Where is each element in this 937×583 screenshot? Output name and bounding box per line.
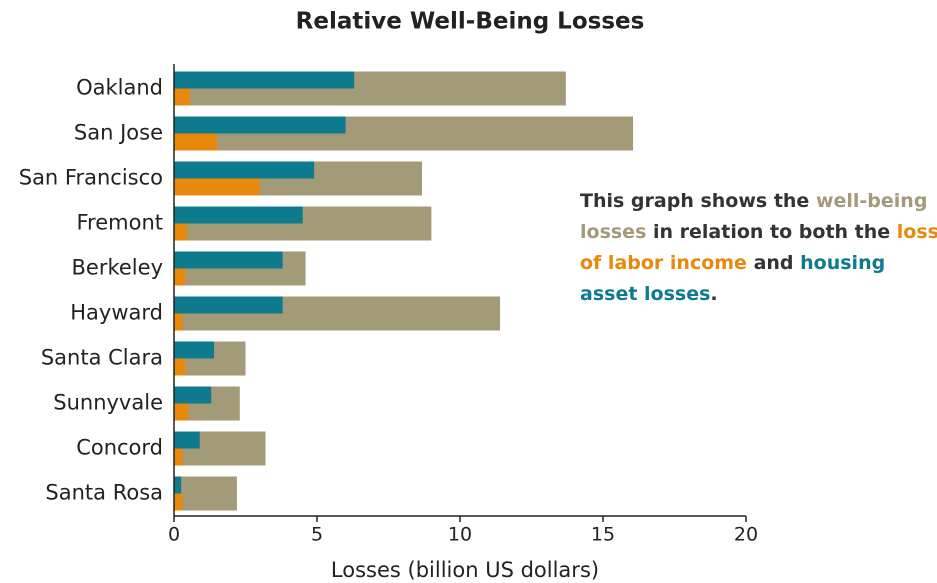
y-tick-label: Hayward bbox=[70, 301, 163, 325]
x-tick-label: 15 bbox=[591, 524, 615, 546]
bar bbox=[174, 71, 355, 89]
bar bbox=[174, 448, 183, 466]
bar bbox=[174, 161, 315, 179]
annotation: This graph shows the well-being losses i… bbox=[580, 186, 937, 310]
bar bbox=[174, 476, 182, 494]
bar bbox=[174, 358, 186, 376]
x-tick-label: 0 bbox=[168, 524, 180, 546]
bar bbox=[174, 116, 346, 134]
y-tick-label: Santa Clara bbox=[41, 346, 163, 370]
bar bbox=[174, 403, 189, 421]
bar bbox=[174, 251, 283, 269]
chart-title: Relative Well-Being Losses bbox=[296, 9, 645, 35]
annotation-segment: . bbox=[710, 283, 718, 305]
bar bbox=[174, 476, 237, 511]
annotation-segment: This graph shows the bbox=[580, 190, 816, 212]
annotation-segment: in relation to both the bbox=[646, 221, 897, 243]
x-tick-label: 10 bbox=[448, 524, 472, 546]
annotation-segment: housing asset losses bbox=[580, 252, 892, 305]
y-tick-label: Oakland bbox=[76, 76, 163, 100]
bar bbox=[174, 296, 283, 314]
y-tick-label: San Francisco bbox=[19, 166, 163, 190]
bar bbox=[174, 386, 212, 404]
x-axis-label: Losses (billion US dollars) bbox=[331, 558, 599, 582]
x-tick-label: 20 bbox=[734, 524, 758, 546]
bar bbox=[174, 178, 260, 196]
bar bbox=[174, 223, 187, 241]
bar bbox=[174, 88, 190, 106]
bar bbox=[174, 341, 215, 359]
bar bbox=[174, 313, 183, 331]
bar bbox=[174, 206, 303, 224]
bar bbox=[174, 431, 200, 449]
y-tick-label: Fremont bbox=[77, 211, 164, 235]
annotation-segment: and bbox=[746, 252, 801, 274]
y-tick-label: Berkeley bbox=[72, 256, 163, 280]
y-tick-label: San Jose bbox=[74, 121, 163, 145]
x-tick-label: 5 bbox=[311, 524, 323, 546]
y-tick-label: Santa Rosa bbox=[45, 481, 163, 505]
annotation-segment: loss of labor income bbox=[580, 221, 937, 274]
y-tick-label: Sunnyvale bbox=[53, 391, 163, 415]
y-tick-label: Concord bbox=[76, 436, 163, 460]
bar bbox=[174, 268, 186, 286]
bar bbox=[174, 133, 217, 151]
bar bbox=[174, 493, 183, 511]
annotation-segment: well-being losses bbox=[580, 190, 935, 243]
